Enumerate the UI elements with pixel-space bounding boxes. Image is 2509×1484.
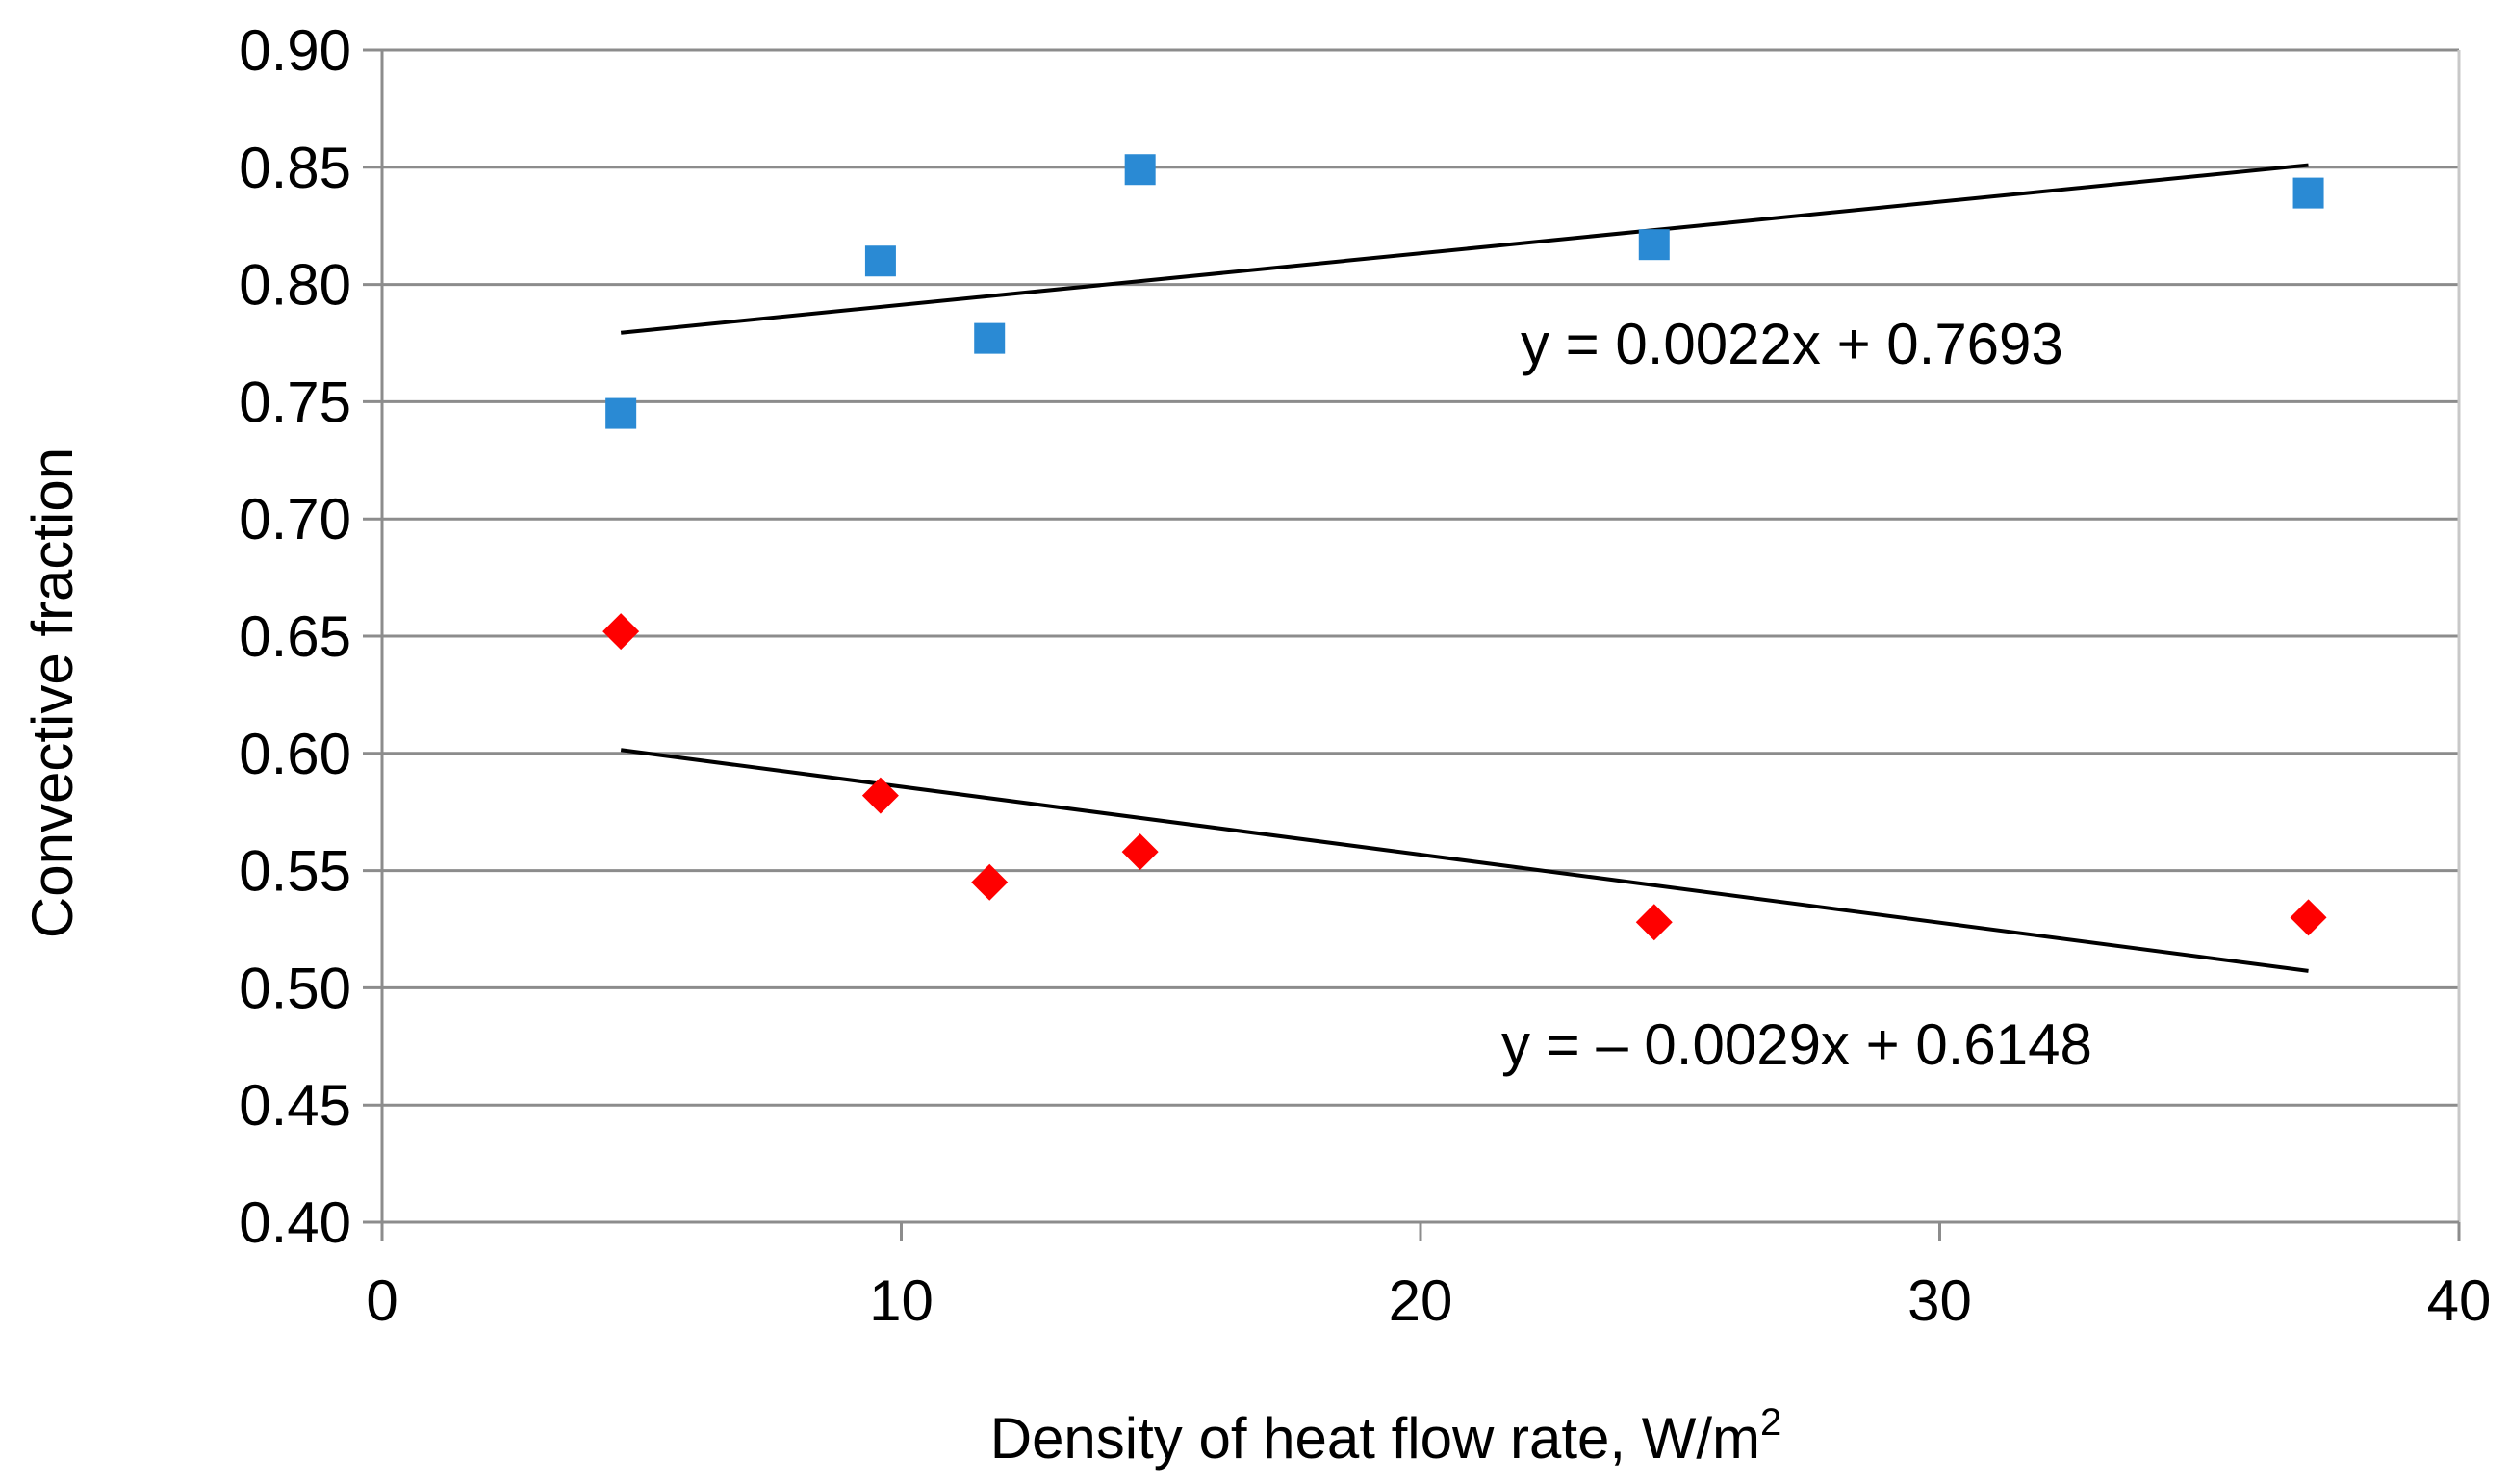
y-tick-label: 0.90 — [239, 18, 351, 83]
trendline-equation-upper-series: y = 0.0022x + 0.7693 — [1521, 312, 2063, 376]
data-point-diamond — [861, 777, 899, 814]
data-point-diamond — [602, 613, 640, 651]
trendline-lower-series — [620, 748, 2309, 973]
y-tick-label: 0.60 — [239, 722, 351, 786]
x-tick-label: 20 — [1389, 1268, 1453, 1333]
trendline-upper-series — [620, 163, 2309, 335]
x-tick-label: 40 — [2427, 1268, 2492, 1333]
y-tick-label: 0.45 — [239, 1073, 351, 1138]
y-tick-label: 0.75 — [239, 370, 351, 434]
y-tick-label: 0.70 — [239, 487, 351, 551]
data-point-square — [1124, 154, 1156, 186]
x-axis-title: Density of heat flow rate, W/m2 — [990, 1401, 1782, 1471]
x-tick-label: 0 — [366, 1268, 397, 1333]
data-point-diamond — [2290, 899, 2327, 936]
y-axis-title: Convective fraction — [20, 448, 85, 938]
gridlines — [382, 48, 2461, 1222]
data-point-diamond — [971, 863, 1009, 901]
trendline-equation-background — [1482, 304, 2102, 384]
trendline-equation-lower-series: y = – 0.0029x + 0.6148 — [1501, 1012, 2092, 1077]
labels: 0.40 0.45 0.50 0.55 0.60 0.65 0.70 0.75 0.80 0.85… — [239, 18, 2491, 1333]
trendlines — [620, 163, 2309, 973]
x-tick-label: 10 — [869, 1268, 934, 1333]
data-point-square — [2292, 177, 2324, 209]
data-point-square — [974, 322, 1006, 354]
data-point-square — [864, 245, 896, 277]
axes — [363, 48, 2461, 1241]
y-tick-label: 0.85 — [239, 136, 351, 200]
data-point-square — [1638, 229, 1670, 261]
data-point-diamond — [1121, 833, 1159, 871]
data-point-square — [605, 397, 637, 429]
y-tick-label: 0.50 — [239, 956, 351, 1020]
y-tick-label: 0.65 — [239, 604, 351, 669]
x-tick-label: 30 — [1907, 1268, 1972, 1333]
y-tick-label: 0.80 — [239, 253, 351, 318]
data-point-diamond — [1635, 904, 1673, 941]
y-tick-label: 0.55 — [239, 839, 351, 904]
trendline-equation-background — [1482, 1005, 2112, 1085]
y-tick-label: 0.40 — [239, 1190, 351, 1255]
data-points — [602, 154, 2327, 941]
